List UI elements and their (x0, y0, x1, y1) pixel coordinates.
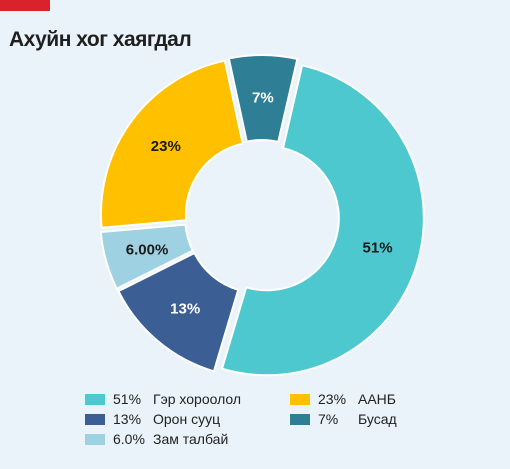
legend-swatch (85, 393, 105, 405)
slice-group-2: 6.00% (99, 223, 195, 291)
legend-item: 7% Бусад (290, 410, 397, 428)
donut-slice (99, 223, 195, 291)
donut-slice (117, 251, 240, 373)
legend-item: 23% ААНБ (290, 390, 396, 408)
slice-group-0: 51% (220, 64, 425, 377)
slice-group-3: 23% (100, 59, 244, 229)
slice-data-label: 23% (151, 138, 181, 155)
accent-bar (0, 0, 50, 11)
slice-data-label: 13% (170, 301, 200, 318)
legend-value: 6.0% (113, 431, 145, 447)
slice-group-4: 7% (227, 54, 299, 144)
legend-item: 13% Орон сууц (85, 410, 220, 428)
slice-group-1: 13% (117, 251, 240, 373)
slice-data-label: 6.00% (126, 242, 169, 259)
legend-swatch (85, 413, 105, 425)
donut-slice (220, 64, 425, 377)
legend-label: Бусад (358, 411, 397, 427)
legend-label: Гэр хороолол (153, 391, 242, 407)
legend-item: 51% Гэр хороолол (85, 390, 241, 408)
legend-value: 13% (113, 411, 142, 427)
legend-swatch (290, 413, 310, 425)
legend-label: ААНБ (358, 391, 396, 407)
legend-swatch (290, 393, 310, 405)
legend-value: 51% (113, 391, 142, 407)
legend-value: 7% (318, 411, 339, 427)
slice-data-label: 7% (252, 90, 274, 107)
chart-title: Ахуйн хог хаягдал (9, 28, 192, 51)
donut-slice (227, 54, 299, 144)
legend-item: 6.0% Зам талбай (85, 430, 228, 448)
legend-label: Зам талбай (153, 431, 229, 447)
donut-chart: 51% 13% 6.00% 23% 7% (99, 54, 425, 377)
legend: 51% Гэр хороолол 23% ААНБ 13% Орон сууц 7% Буса… (85, 390, 445, 450)
legend-value: 23% (318, 391, 347, 407)
donut-slice (100, 59, 244, 229)
legend-swatch (85, 433, 105, 445)
slice-data-label: 51% (363, 240, 393, 257)
legend-label: Орон сууц (153, 411, 221, 427)
